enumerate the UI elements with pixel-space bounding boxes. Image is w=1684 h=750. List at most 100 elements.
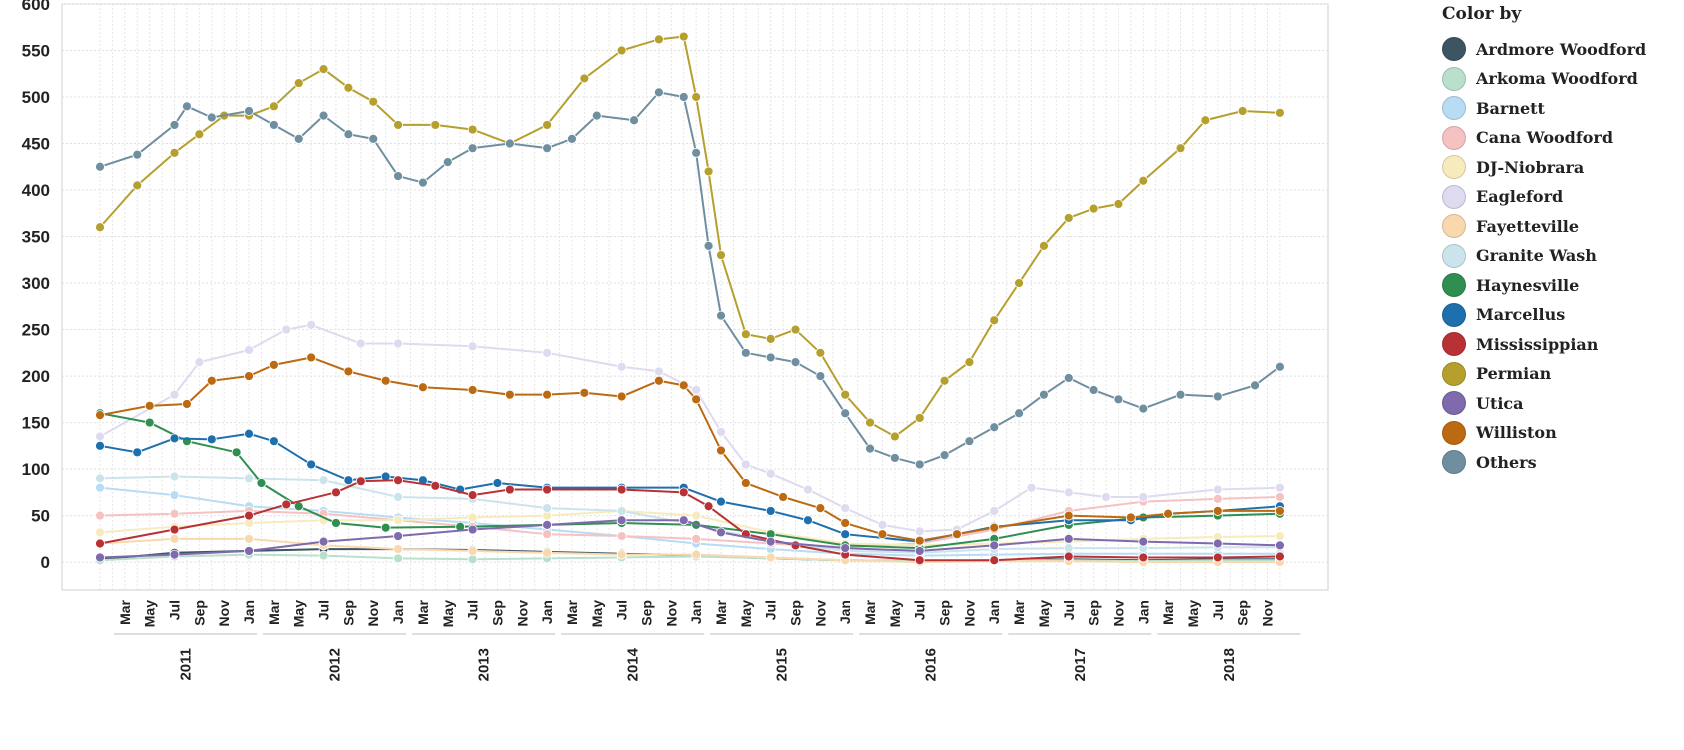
- legend-item-arkoma-woodford[interactable]: Arkoma Woodford: [1442, 64, 1638, 94]
- data-point-permian: [1063, 213, 1074, 223]
- data-point-others: [442, 157, 453, 168]
- series-others: [95, 87, 1285, 470]
- x-tick-label: Mar: [1011, 599, 1027, 624]
- data-point-williston: [467, 385, 478, 395]
- data-point-fayetteville: [169, 533, 180, 544]
- data-point-utica: [716, 527, 726, 538]
- data-point-others: [1014, 408, 1024, 419]
- data-point-others: [1039, 389, 1049, 400]
- legend-item-barnett[interactable]: Barnett: [1442, 93, 1545, 123]
- legend-item-eagleford[interactable]: Eagleford: [1442, 182, 1563, 212]
- data-point-mississippian: [1138, 552, 1149, 563]
- data-point-cana-woodford: [1212, 493, 1223, 504]
- x-tick-label: Sep: [1086, 600, 1102, 626]
- data-point-marcellus: [306, 459, 317, 470]
- data-point-others: [790, 357, 801, 368]
- data-point-others: [865, 443, 875, 454]
- y-tick-label: 550: [22, 42, 50, 61]
- data-point-williston: [678, 380, 689, 391]
- data-point-others: [567, 133, 577, 144]
- data-point-utica: [95, 552, 105, 563]
- x-tick-label: Nov: [663, 600, 679, 627]
- data-point-permian: [1275, 107, 1285, 118]
- data-point-permian: [542, 120, 553, 130]
- data-point-permian: [989, 315, 1000, 326]
- data-point-eagleford: [1138, 492, 1149, 502]
- data-point-eagleford: [542, 347, 553, 358]
- data-point-eagleford: [194, 357, 205, 368]
- data-point-williston: [95, 410, 105, 421]
- y-tick-label: 200: [22, 367, 50, 386]
- legend-item-mississippian[interactable]: Mississippian: [1442, 329, 1598, 359]
- data-point-eagleford: [467, 341, 478, 352]
- data-point-utica: [989, 540, 1000, 551]
- legend-item-ardmore-woodford[interactable]: Ardmore Woodford: [1442, 34, 1646, 64]
- data-point-others: [368, 133, 379, 144]
- legend-swatch: [1442, 450, 1466, 474]
- data-point-others: [268, 120, 279, 130]
- data-point-mississippian: [244, 510, 254, 521]
- x-year-label: 2012: [327, 648, 344, 681]
- x-tick-label: Nov: [365, 600, 381, 627]
- legend-swatch: [1442, 302, 1466, 327]
- legend-label: Ardmore Woodford: [1476, 39, 1647, 59]
- x-year-label: 2017: [1072, 648, 1089, 681]
- x-tick-label: Jan: [390, 600, 406, 624]
- data-point-permian: [616, 45, 627, 56]
- data-point-granite-wash: [318, 475, 329, 486]
- x-tick-label: Jan: [241, 600, 257, 624]
- y-tick-label: 600: [22, 0, 50, 14]
- data-point-mississippian: [331, 487, 341, 498]
- legend-label: Mississippian: [1476, 334, 1599, 354]
- data-point-permian: [169, 147, 180, 158]
- data-point-mississippian: [703, 501, 714, 512]
- legend-swatch: [1442, 332, 1466, 356]
- legend-item-fayetteville[interactable]: Fayetteville: [1442, 211, 1579, 241]
- data-point-others: [95, 161, 105, 172]
- legend-item-others[interactable]: Others: [1442, 447, 1537, 477]
- data-point-williston: [206, 375, 217, 386]
- data-point-cana-woodford: [169, 508, 180, 519]
- legend-item-cana-woodford[interactable]: Cana Woodford: [1442, 123, 1613, 153]
- legend-item-marcellus[interactable]: Marcellus: [1442, 300, 1565, 330]
- data-point-permian: [716, 250, 726, 261]
- data-point-marcellus: [716, 496, 726, 507]
- data-point-williston: [740, 478, 751, 488]
- data-point-others: [169, 120, 180, 130]
- legend-item-dj-niobrara[interactable]: DJ-Niobrara: [1442, 152, 1584, 182]
- data-point-williston: [1275, 506, 1285, 516]
- data-point-marcellus: [132, 447, 143, 458]
- data-point-others: [418, 177, 428, 188]
- x-tick-label: Sep: [788, 600, 804, 626]
- data-point-williston: [616, 391, 627, 402]
- data-point-barnett: [95, 482, 105, 493]
- data-point-utica: [542, 519, 553, 530]
- x-tick-label: Sep: [638, 600, 654, 626]
- data-point-mississippian: [1275, 551, 1285, 562]
- data-point-eagleford: [95, 431, 105, 442]
- legend-label: Eagleford: [1476, 187, 1564, 206]
- series-layer: [95, 31, 1285, 567]
- legend-item-williston[interactable]: Williston: [1442, 418, 1557, 448]
- data-point-others: [964, 436, 975, 447]
- data-point-eagleford: [281, 324, 292, 335]
- data-point-williston: [343, 366, 354, 377]
- x-tick-label: Jan: [539, 600, 555, 624]
- data-point-others: [989, 422, 1000, 433]
- data-point-utica: [678, 515, 689, 526]
- x-tick-label: May: [291, 600, 307, 627]
- data-point-others: [132, 149, 143, 160]
- legend-item-haynesville[interactable]: Haynesville: [1442, 270, 1579, 300]
- legend-swatch: [1442, 243, 1466, 268]
- legend-item-permian[interactable]: Permian: [1442, 359, 1551, 389]
- data-point-williston: [952, 529, 962, 540]
- data-point-others: [654, 87, 664, 98]
- legend-item-granite-wash[interactable]: Granite Wash: [1442, 241, 1597, 271]
- legend-label: Utica: [1476, 393, 1524, 413]
- data-point-eagleford: [1063, 487, 1074, 498]
- x-tick-label: Nov: [961, 600, 977, 627]
- x-tick-label: Sep: [489, 600, 505, 626]
- legend-item-utica[interactable]: Utica: [1442, 388, 1524, 418]
- data-point-haynesville: [144, 417, 155, 428]
- data-point-utica: [616, 515, 627, 526]
